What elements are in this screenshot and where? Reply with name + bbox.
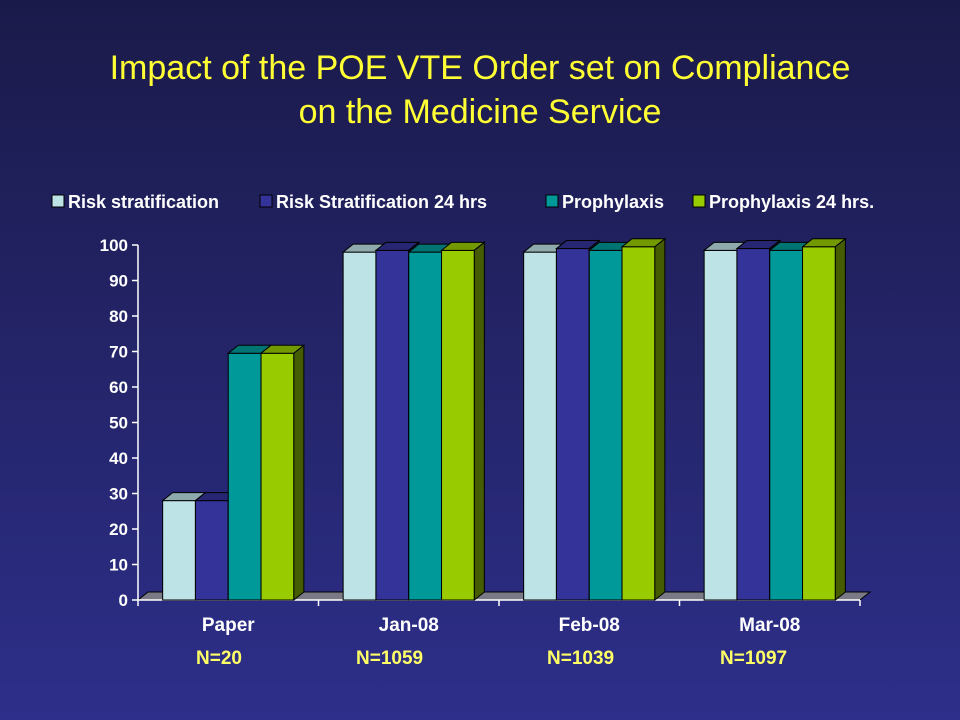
y-tick-label: 20 [109,520,128,539]
legend-label: Risk Stratification 24 hrs [276,192,487,212]
y-tick-label: 90 [109,272,128,291]
bar-front [375,249,410,601]
bar-front [408,251,443,601]
bar-side [473,241,485,602]
legend-label: Prophylaxis [562,192,664,212]
sample-size-mar-08: N=1097 [720,648,788,669]
bar-front [555,248,590,601]
bar-front [162,500,196,601]
legend-swatch [545,194,559,208]
bar-front [441,249,475,601]
x-category-label: Mar-08 [739,615,800,636]
legend-swatch [259,194,273,208]
bar-front [260,352,295,601]
title-line-1: Impact of the POE VTE Order set on Compl… [109,49,851,87]
chart-legend: Risk stratification Risk Stratification 2… [51,192,874,212]
bar [440,241,486,602]
bar [259,344,306,602]
sample-size-feb-08: N=1039 [547,648,615,669]
legend-swatch [692,194,706,208]
x-category-label: Feb-08 [559,615,620,636]
legend-swatch [51,194,65,208]
bar [620,237,667,602]
y-tick-label: 50 [109,414,128,433]
y-tick-label: 30 [109,485,128,504]
sample-size-paper: N=20 [196,648,242,669]
bar-front [769,249,804,601]
legend-label: Prophylaxis 24 hrs. [709,192,874,212]
bar-front [802,246,836,601]
y-tick-label: 0 [119,591,128,610]
bar-front [703,249,738,601]
bar-front [621,246,656,601]
bar-side [834,237,846,602]
bar-front [523,251,557,601]
bar [801,237,847,602]
bar-front [194,500,229,601]
slide-title: Impact of the POE VTE Order set on Compl… [0,46,960,134]
y-tick-label: 80 [109,307,128,326]
bar-front [736,248,771,601]
y-tick-label: 60 [109,378,128,397]
x-category-label: Paper [202,615,255,636]
sample-size-jan-08: N=1059 [356,648,424,669]
bar-front [342,251,377,601]
y-tick-label: 70 [109,343,128,362]
x-category-label: Jan-08 [379,615,439,636]
y-tick-label: 100 [100,236,128,255]
bar-front [588,249,623,601]
legend-label: Risk stratification [68,192,219,212]
bar-side [654,237,666,602]
bar-side [293,344,305,602]
title-line-2: on the Medicine Service [298,93,662,131]
y-tick-label: 10 [109,556,128,575]
bar-front [227,352,262,601]
y-tick-label: 40 [109,449,128,468]
